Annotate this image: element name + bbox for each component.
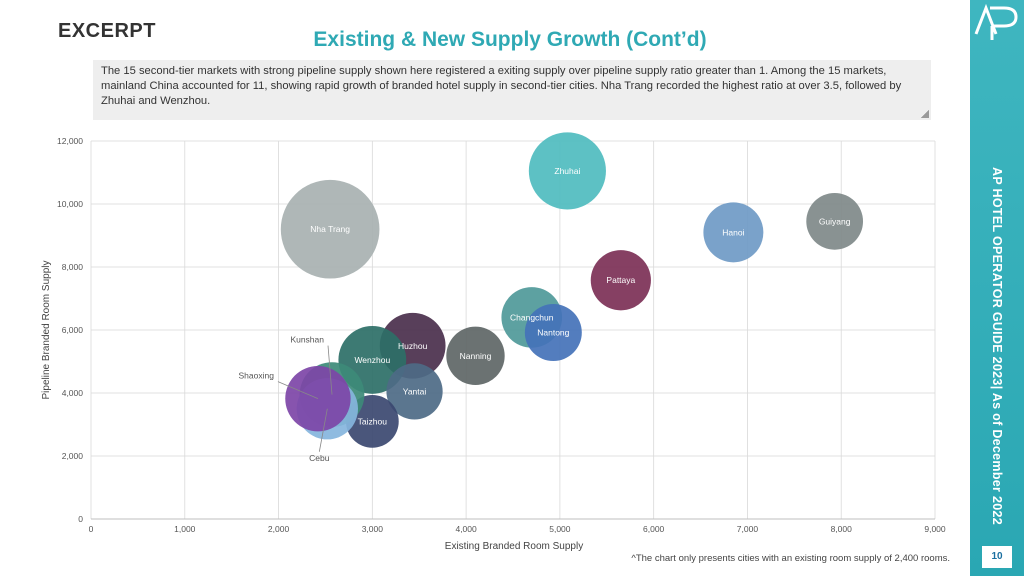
- chart-callouts: [277, 345, 333, 452]
- summary-text: The 15 second-tier markets with strong p…: [101, 65, 902, 107]
- bubble-hanoi: [703, 202, 764, 263]
- x-tick-label: 4,000: [455, 524, 477, 534]
- guide-vertical-title: AP HOTEL OPERATOR GUIDE 2023| As of Dece…: [990, 167, 1004, 525]
- bubble-guiyang: [806, 192, 864, 250]
- bubble-label: Nha Trang: [310, 224, 350, 234]
- bubble-label: Guiyang: [819, 216, 851, 226]
- x-tick-label: 6,000: [643, 524, 665, 534]
- callout-leader: [318, 408, 328, 452]
- summary-box: The 15 second-tier markets with strong p…: [93, 60, 931, 120]
- bubble-nha-trang: [280, 179, 380, 279]
- page-number-box: 10: [982, 546, 1012, 568]
- excerpt-label: EXCERPT: [58, 20, 156, 42]
- y-tick-label: 4,000: [62, 388, 84, 398]
- bubble-label: Nantong: [537, 328, 569, 338]
- y-tick-label: 8,000: [62, 262, 84, 272]
- footnote: ^The chart only presents cities with an …: [631, 553, 950, 564]
- x-tick-label: 2,000: [268, 524, 290, 534]
- y-tick-label: 0: [78, 514, 83, 524]
- bubble-label: Shaoxing: [238, 371, 274, 381]
- bubble-label: Zhuhai: [554, 166, 580, 176]
- callout-leader: [277, 381, 319, 400]
- y-tick-label: 10,000: [57, 199, 83, 209]
- bubble-yantai: [386, 363, 443, 420]
- x-tick-label: 9,000: [924, 524, 946, 534]
- bubble-label: Yantai: [403, 386, 427, 396]
- y-tick-label: 6,000: [62, 325, 84, 335]
- chart-axes: 0 1,000 2,000 3,000 4,000 5,000 6,000 7,000 8,00…: [57, 136, 946, 534]
- callout-leader: [327, 345, 333, 395]
- x-tick-label: 0: [89, 524, 94, 534]
- page-number: 10: [991, 551, 1003, 562]
- page-curl-icon: [921, 110, 929, 118]
- chart-bubbles: [280, 132, 864, 448]
- bubble-label: Hanoi: [722, 227, 744, 237]
- x-tick-label: 1,000: [174, 524, 196, 534]
- y-tick-label: 12,000: [57, 136, 83, 146]
- bubble-label: Kunshan: [290, 335, 324, 345]
- bubble-label: Nanning: [460, 351, 492, 361]
- x-axis-title: Existing Branded Room Supply: [445, 541, 583, 552]
- bubble-label: Pattaya: [606, 275, 635, 285]
- y-tick-label: 2,000: [62, 451, 84, 461]
- bubble-chart: 0 1,000 2,000 3,000 4,000 5,000 6,000 7,000 8,00…: [41, 132, 946, 552]
- y-axis-title: Pipeline Branded Room Supply: [41, 261, 52, 400]
- chart-point-labels: Zhuhai Nha Trang Hanoi Guiyang Pattaya Changc…: [238, 166, 850, 463]
- bubble-nantong: [524, 304, 582, 362]
- ap-logo-icon: [974, 3, 1018, 40]
- bubble-label: Changchun: [510, 312, 554, 322]
- x-tick-label: 8,000: [831, 524, 853, 534]
- page-title: Existing & New Supply Growth (Cont’d): [313, 28, 707, 51]
- bubble-label: Cebu: [309, 453, 330, 463]
- bubble-zhuhai: [528, 132, 606, 210]
- bubble-label: Huzhou: [398, 341, 428, 351]
- bubble-pattaya: [590, 250, 651, 311]
- bubble-nanning: [446, 326, 505, 386]
- sidebar: AP HOTEL OPERATOR GUIDE 2023| As of Dece…: [970, 0, 1024, 576]
- x-tick-label: 7,000: [737, 524, 759, 534]
- bubble-label: Wenzhou: [354, 355, 390, 365]
- x-tick-label: 5,000: [549, 524, 571, 534]
- bubble-label: Taizhou: [358, 416, 388, 426]
- x-tick-label: 3,000: [362, 524, 384, 534]
